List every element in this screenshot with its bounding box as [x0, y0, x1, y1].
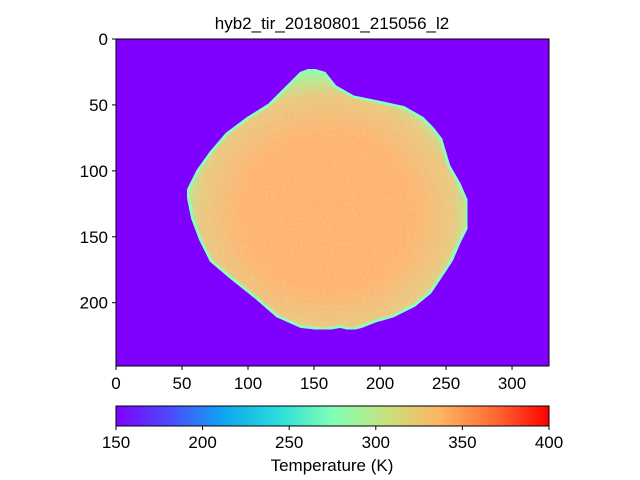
y-tick-label: 0 — [99, 30, 108, 49]
colorbar-gradient — [115, 405, 550, 427]
y-axis: 0 50 100 150 200 — [80, 30, 116, 313]
plot-frame — [115, 38, 550, 367]
y-tick-label: 100 — [80, 162, 108, 181]
asteroid-thermal-image — [185, 67, 469, 331]
x-tick-label: 300 — [498, 374, 526, 393]
y-tick-label: 150 — [80, 228, 108, 247]
chart-title: hyb2_tir_20180801_215056_l2 — [215, 14, 449, 33]
colorbar-tick-label: 150 — [102, 433, 130, 452]
x-tick-label: 150 — [300, 374, 328, 393]
y-tick-label: 200 — [80, 294, 108, 313]
colorbar-label: Temperature (K) — [271, 456, 394, 475]
x-tick-label: 250 — [432, 374, 460, 393]
x-tick-label: 100 — [234, 374, 262, 393]
colorbar-tick-label: 300 — [362, 433, 390, 452]
x-tick-label: 200 — [366, 374, 394, 393]
y-tick-label: 50 — [89, 96, 108, 115]
colorbar-tick-label: 350 — [448, 433, 476, 452]
x-tick-label: 0 — [111, 374, 120, 393]
colorbar-tick-label: 200 — [188, 433, 216, 452]
x-axis: 0 50 100 150 200 250 300 — [111, 366, 526, 393]
x-tick-label: 50 — [173, 374, 192, 393]
plot-area — [116, 39, 549, 366]
colorbar-tick-label: 400 — [535, 433, 563, 452]
colorbar-tick-label: 250 — [275, 433, 303, 452]
colorbar-ticks: 150 200 250 300 350 400 — [102, 426, 563, 452]
colorbar: 150 200 250 300 350 400 Temperature (K) — [102, 405, 563, 475]
